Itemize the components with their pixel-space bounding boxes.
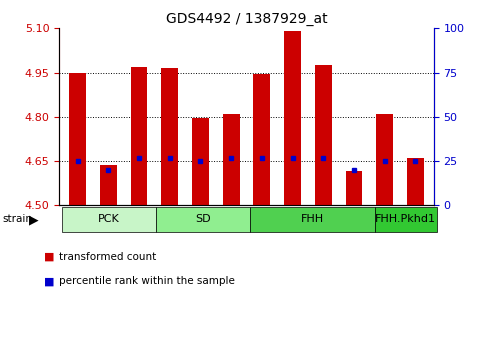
Bar: [69, 73, 86, 205]
Text: transformed count: transformed count: [59, 252, 156, 262]
Bar: [253, 74, 270, 205]
Bar: [315, 65, 332, 205]
Text: strain: strain: [2, 215, 33, 224]
Text: ▶: ▶: [29, 213, 38, 226]
Text: FHH: FHH: [301, 215, 323, 224]
Text: SD: SD: [195, 215, 211, 224]
Bar: [192, 118, 209, 205]
Text: FHH.Pkhd1: FHH.Pkhd1: [375, 215, 436, 224]
Text: ■: ■: [44, 276, 55, 286]
Text: GDS4492 / 1387929_at: GDS4492 / 1387929_at: [166, 12, 327, 27]
Bar: [376, 114, 393, 205]
Text: percentile rank within the sample: percentile rank within the sample: [59, 276, 235, 286]
Text: ■: ■: [44, 252, 55, 262]
Bar: [346, 171, 362, 205]
Bar: [407, 158, 424, 205]
Text: PCK: PCK: [98, 215, 120, 224]
Bar: [100, 166, 117, 205]
Bar: [284, 31, 301, 205]
Bar: [131, 67, 147, 205]
Bar: [161, 68, 178, 205]
Bar: [223, 114, 240, 205]
